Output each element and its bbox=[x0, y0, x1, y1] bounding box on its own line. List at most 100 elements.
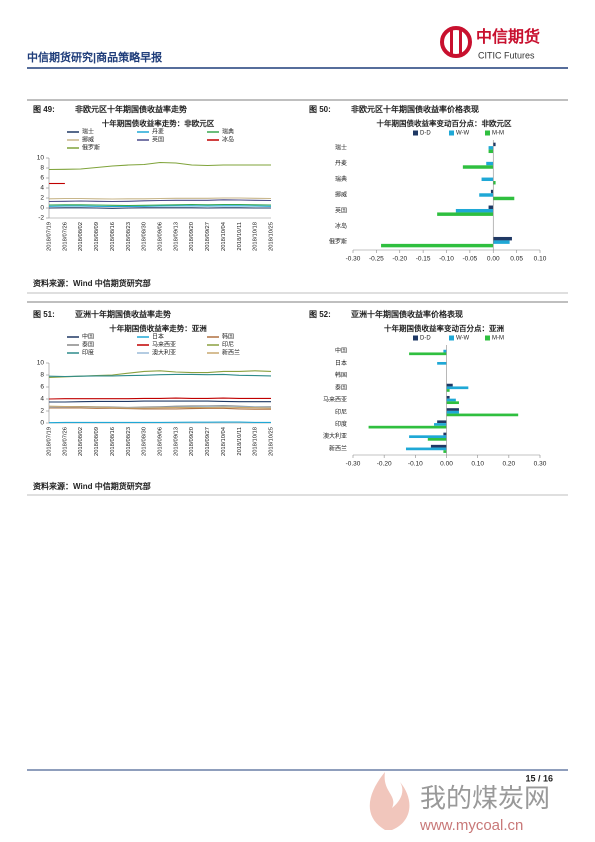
category-label: 印尼 bbox=[335, 409, 347, 416]
series-line bbox=[48, 203, 272, 207]
legend-label: 泰国 bbox=[82, 341, 94, 349]
figure-caption: 亚洲十年期国债收益率走势 bbox=[75, 309, 171, 319]
series-line bbox=[49, 407, 271, 410]
x-tick-label: -0.20 bbox=[377, 461, 392, 468]
legend-label: 马来西亚 bbox=[152, 341, 176, 349]
x-tick-label: 0.00 bbox=[440, 461, 453, 468]
bar bbox=[493, 181, 496, 185]
category-label: 新西兰 bbox=[329, 444, 347, 452]
x-tick-label: -0.30 bbox=[346, 461, 361, 468]
legend-label: 新西兰 bbox=[222, 349, 240, 357]
x-tick-label: 0.00 bbox=[487, 256, 500, 263]
category-label: 冰岛 bbox=[335, 222, 347, 230]
chart-title: 十年期国债收益率变动百分点：非欧元区 bbox=[377, 118, 512, 128]
y-tick-label: 4 bbox=[40, 185, 44, 192]
source-note: 资料来源：Wind 中信期货研究部 bbox=[33, 278, 151, 288]
bar bbox=[446, 401, 459, 405]
x-tick-label: 2018/10/04 bbox=[221, 221, 227, 251]
x-tick-label: 0.10 bbox=[471, 461, 484, 468]
legend-label: W-W bbox=[456, 131, 470, 137]
legend-label: 丹麦 bbox=[152, 128, 164, 136]
legend-label: 俄罗斯 bbox=[82, 144, 100, 152]
watermark-name: 我的煤炭网 bbox=[420, 783, 550, 813]
y-tick-label: -2 bbox=[38, 215, 44, 222]
bar bbox=[488, 146, 494, 150]
legend-label: 挪威 bbox=[82, 136, 94, 144]
bar bbox=[493, 142, 496, 147]
category-label: 俄罗斯 bbox=[329, 238, 347, 246]
series-line bbox=[48, 199, 272, 203]
x-tick-label: 2018/09/06 bbox=[158, 222, 164, 251]
x-tick-label: 2018/09/20 bbox=[189, 222, 195, 251]
series-line bbox=[48, 197, 272, 200]
bar bbox=[462, 165, 494, 169]
series-line bbox=[48, 373, 272, 378]
y-tick-label: 6 bbox=[40, 384, 44, 391]
bar bbox=[493, 240, 510, 244]
bar bbox=[481, 177, 494, 182]
bar bbox=[446, 398, 456, 402]
x-tick-label: 2018/09/20 bbox=[189, 427, 195, 456]
legend-swatch bbox=[485, 335, 490, 341]
x-tick-label: 2018/07/19 bbox=[47, 222, 53, 251]
series-line bbox=[49, 400, 271, 403]
category-label: 瑞典 bbox=[335, 175, 347, 183]
series-line bbox=[48, 161, 271, 171]
x-tick-label: 2018/10/04 bbox=[221, 426, 227, 456]
bar bbox=[488, 205, 494, 209]
figure-label: 图 50: bbox=[309, 105, 331, 114]
figure-caption: 非欧元区十年期国债收益率走势 bbox=[75, 104, 187, 114]
watermark-url: www.mycoal.cn bbox=[419, 817, 523, 834]
bar bbox=[488, 149, 494, 154]
y-tick-label: 6 bbox=[40, 175, 44, 182]
x-tick-label: -0.10 bbox=[408, 461, 423, 468]
bar bbox=[493, 196, 515, 201]
logo-mark bbox=[450, 30, 453, 54]
category-label: 瑞士 bbox=[335, 143, 347, 151]
legend-swatch bbox=[413, 130, 418, 136]
figure-label: 图 52: bbox=[309, 310, 331, 319]
x-tick-label: 0.10 bbox=[534, 256, 547, 263]
category-label: 英国 bbox=[335, 206, 347, 214]
figure-caption: 非欧元区十年期国债收益率价格表现 bbox=[351, 104, 479, 114]
bar bbox=[446, 408, 459, 411]
legend-label: 冰岛 bbox=[222, 136, 234, 144]
x-tick-label: 2018/09/13 bbox=[173, 427, 179, 456]
bar bbox=[381, 243, 494, 248]
x-tick-label: 2018/07/19 bbox=[47, 427, 53, 456]
x-tick-label: 0.20 bbox=[503, 461, 516, 468]
bar bbox=[437, 212, 494, 216]
bar bbox=[443, 450, 447, 453]
source-note: 资料来源：Wind 中信期货研究部 bbox=[33, 481, 151, 491]
bar bbox=[405, 447, 447, 451]
category-label: 印度 bbox=[335, 420, 347, 428]
bar bbox=[437, 420, 447, 424]
bar bbox=[490, 189, 494, 194]
x-tick-label: 2018/08/30 bbox=[142, 222, 148, 251]
legend-label: D-D bbox=[420, 336, 431, 342]
bar bbox=[368, 425, 447, 429]
legend-swatch bbox=[449, 130, 454, 136]
x-tick-label: -0.30 bbox=[346, 256, 361, 263]
legend-label: 日本 bbox=[152, 333, 164, 341]
x-tick-label: 2018/08/23 bbox=[126, 427, 132, 456]
x-tick-label: 2018/08/09 bbox=[94, 222, 100, 251]
figure-label: 图 49: bbox=[33, 105, 55, 114]
x-tick-label: 2018/09/27 bbox=[205, 222, 211, 251]
x-tick-label: -0.20 bbox=[392, 256, 407, 263]
x-tick-label: 2018/09/13 bbox=[173, 222, 179, 251]
series-line bbox=[48, 421, 271, 424]
legend-label: 中国 bbox=[82, 333, 94, 341]
legend-label: 瑞士 bbox=[82, 128, 94, 136]
x-tick-label: 2018/10/25 bbox=[269, 427, 275, 456]
y-tick-label: 4 bbox=[40, 396, 44, 403]
x-tick-label: 2018/09/27 bbox=[205, 427, 211, 456]
bar bbox=[446, 386, 469, 390]
bar bbox=[409, 352, 447, 356]
x-tick-label: 2018/08/09 bbox=[94, 427, 100, 456]
figure-label: 图 51: bbox=[33, 310, 55, 319]
chart-title: 十年期国债收益率走势：非欧元区 bbox=[102, 118, 215, 128]
logo-mark bbox=[440, 26, 472, 58]
x-tick-label: 0.30 bbox=[534, 461, 547, 468]
